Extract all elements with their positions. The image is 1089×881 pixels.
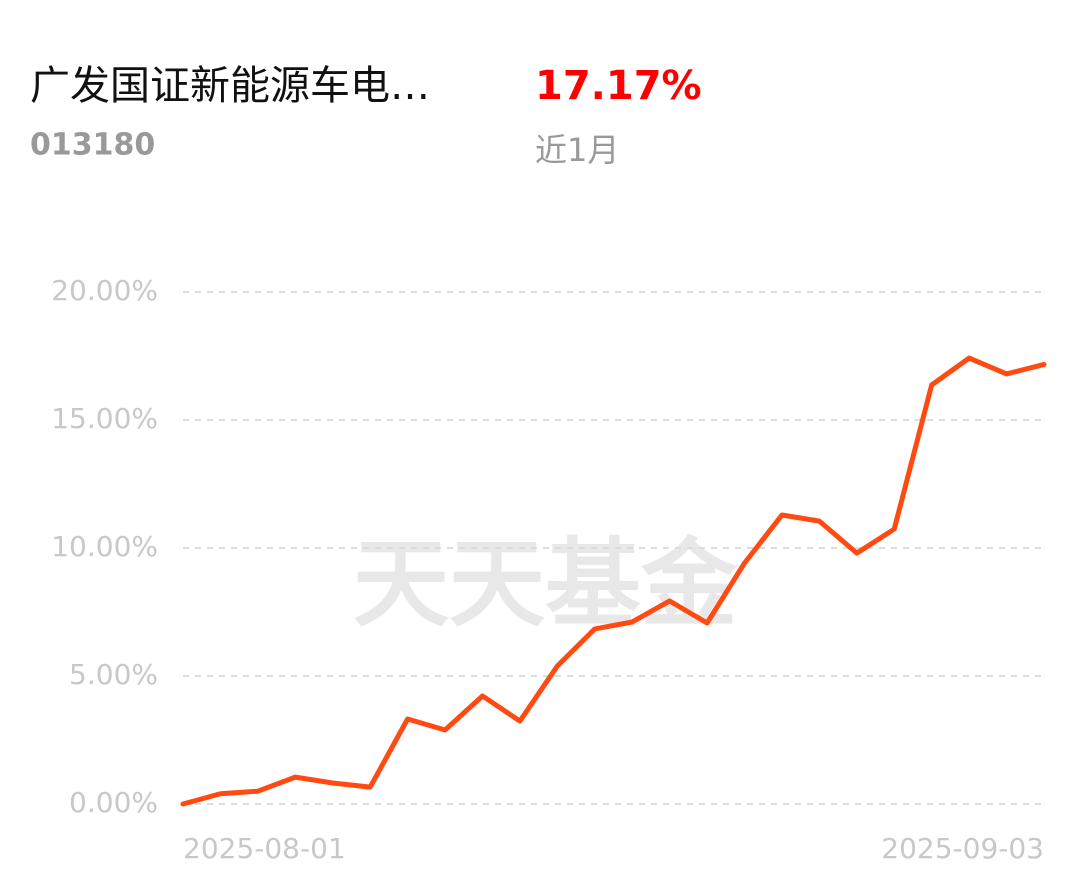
y-tick-label: 5.00% — [69, 658, 158, 691]
y-tick-label: 20.00% — [51, 274, 158, 307]
x-tick-label: 2025-09-03 — [881, 832, 1044, 865]
fund-return: 17.17% — [535, 63, 702, 109]
x-tick-label: 2025-08-01 — [183, 832, 346, 865]
line-series — [180, 355, 1047, 807]
fund-title: 广发国证新能源车电… — [30, 63, 430, 109]
y-tick-label: 10.00% — [51, 530, 158, 563]
watermark: 天天基金 — [353, 527, 738, 640]
period-label: 近1月 — [535, 131, 619, 169]
fund-code: 013180 — [30, 128, 155, 163]
y-tick-label: 0.00% — [69, 786, 158, 819]
y-tick-label: 15.00% — [51, 402, 158, 435]
